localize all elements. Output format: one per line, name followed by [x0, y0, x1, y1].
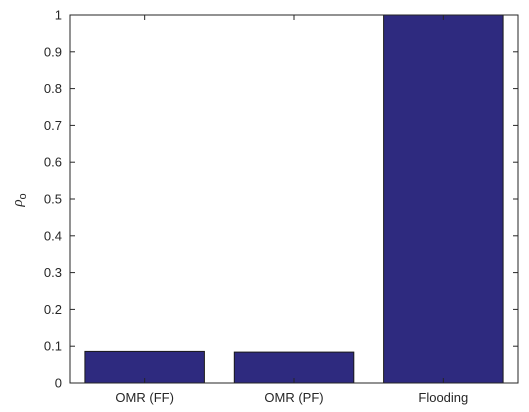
y-tick-label: 0.7 — [44, 118, 62, 133]
y-tick-label: 1 — [55, 8, 62, 23]
x-tick-label: OMR (FF) — [115, 390, 173, 405]
y-tick-label: 0.8 — [44, 81, 62, 96]
x-tick-label: Flooding — [418, 390, 468, 405]
bar-omr-ff — [84, 350, 205, 384]
bar-flooding — [383, 14, 504, 384]
x-tick-label: OMR (PF) — [264, 390, 323, 405]
y-axis-title: ρo — [10, 193, 29, 207]
bar-omr-pf — [233, 351, 355, 384]
y-tick-label: 0.6 — [44, 155, 62, 170]
y-tick-label: 0.5 — [44, 192, 62, 207]
y-tick-label: 0 — [55, 376, 62, 391]
y-axis-label: ρ — [10, 199, 26, 207]
bars-group — [84, 14, 504, 384]
y-tick-label: 0.1 — [44, 339, 62, 354]
x-axis: OMR (FF) OMR (PF) Flooding — [115, 15, 468, 405]
y-tick-label: 0.4 — [44, 228, 62, 243]
y-tick-label: 0.2 — [44, 302, 62, 317]
svg-text:ρo: ρo — [10, 193, 29, 207]
y-tick-label: 0.3 — [44, 265, 62, 280]
y-tick-label: 0.9 — [44, 44, 62, 59]
y-axis-label-subscript: o — [17, 193, 29, 199]
y-axis: 0 0.1 0.2 0.3 0.4 0.5 0.6 0.7 0.8 0.9 1 — [44, 8, 518, 391]
